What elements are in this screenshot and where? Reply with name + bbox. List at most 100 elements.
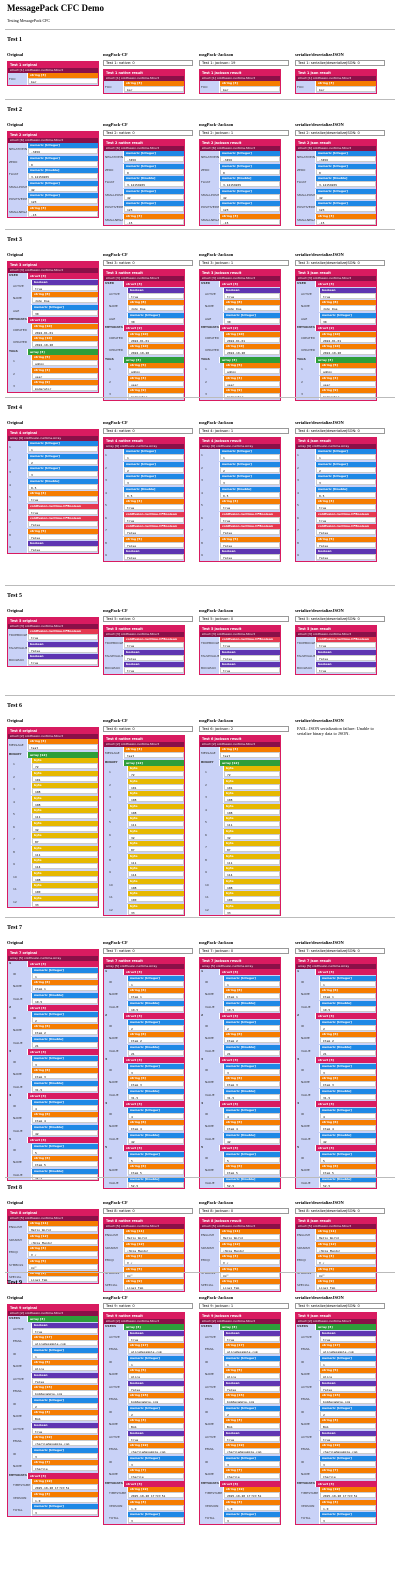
dump-value: 101 xyxy=(224,783,280,790)
dump-key: NAME xyxy=(108,1368,128,1380)
dump-type: numeric [Integer] xyxy=(224,1455,280,1461)
dump-key: POSITIVEINT xyxy=(200,201,220,213)
dump-key: 11 xyxy=(12,883,32,895)
column-header: serialize/deserializeJSON xyxy=(295,940,344,945)
dump-type: numeric [Integer] xyxy=(220,474,280,479)
section-heading: Test 3 xyxy=(7,237,22,243)
dump-type: numeric [Integer] xyxy=(128,1355,184,1361)
dump-key: EMOJI xyxy=(104,1254,124,1266)
dump-value: 5 xyxy=(320,1156,376,1163)
dump-type: array [12] xyxy=(220,759,280,766)
dump-value: John Doe xyxy=(320,305,376,311)
dump-title: Test 2 native result xyxy=(104,140,184,146)
dump-value: -3456 xyxy=(220,156,280,162)
dump-value: false xyxy=(316,529,376,535)
dump-key: ID xyxy=(300,1151,320,1164)
dump-value: 0.5 xyxy=(28,483,98,490)
dump-key: EMOJI xyxy=(8,1246,28,1258)
dump-key: ACTIVE xyxy=(108,287,128,300)
dump-key: SPECIAL xyxy=(8,1271,28,1283)
dump-type: struct [3] xyxy=(316,1101,376,1107)
dump-key: TAGS xyxy=(296,356,316,363)
dump-type: string [3] xyxy=(128,1499,184,1505)
dump-key: USERS xyxy=(200,1324,220,1330)
dump-type: array [12] xyxy=(28,751,98,758)
timing-field: Test 1: jackson: 19 xyxy=(199,60,289,66)
dump-value: John Doe xyxy=(32,297,98,303)
dump-type: string [5] xyxy=(28,1258,98,1264)
dump-key: VALUE xyxy=(300,1088,320,1101)
dump-value: Item 2 xyxy=(224,1037,280,1043)
dump-title: Test 5 json result xyxy=(296,626,376,632)
dump-type: string [4] xyxy=(128,375,184,381)
dump-value: true xyxy=(220,667,280,673)
dump-value: 2024-10-28 xyxy=(32,341,98,347)
dump-type: string [10] xyxy=(320,331,376,337)
dump-key: 3 xyxy=(204,791,224,803)
dump-key: 1 xyxy=(8,441,28,453)
dump-value: 1 xyxy=(320,1360,376,1367)
dump-value: 10.5 xyxy=(224,1005,280,1012)
dump-value: Item 2 xyxy=(320,1037,376,1043)
dump-key: METADATA xyxy=(296,325,316,331)
dump-value: 1 xyxy=(32,972,98,979)
dump-type: struct [2] xyxy=(28,317,98,323)
dump-key: NAME xyxy=(300,1076,320,1088)
dump-value: John Doe xyxy=(224,305,280,311)
dump-value: admin xyxy=(128,368,184,374)
dump-key: NAME xyxy=(108,1418,128,1430)
dump-value: 3 xyxy=(224,1068,280,1075)
dump-value: 3 xyxy=(320,1068,376,1075)
dump-key: 3 xyxy=(104,1057,124,1063)
dump-type: string [4] xyxy=(220,1254,280,1259)
column-header: msgPack-CF xyxy=(103,52,128,57)
dump-type: string [3] xyxy=(124,213,184,219)
dump-value: 108 xyxy=(128,808,184,815)
dump-key: ACTIVE xyxy=(108,1430,128,1443)
dump-type: string [5] xyxy=(28,528,98,534)
timing-field: Test 8: jackson: 0 xyxy=(199,1208,289,1214)
dump-type: numeric [Integer] xyxy=(32,1447,98,1453)
dump-key: VALUE xyxy=(300,1044,320,1057)
dump-value: 3 xyxy=(224,1460,280,1467)
dump-type: numeric [Integer] xyxy=(28,155,98,161)
dump-type: string [3] xyxy=(224,1499,280,1505)
dump-type: boolean xyxy=(320,1380,376,1386)
dump-key: ID xyxy=(12,1347,32,1360)
dump-key: SPECIAL xyxy=(200,1279,220,1291)
dump-value: 3 xyxy=(128,1460,184,1467)
dump-type: string [7] xyxy=(224,1468,280,1473)
dump-key: 5 xyxy=(204,816,224,828)
dump-key: ZERO xyxy=(296,163,316,176)
dump-type: numeric [Integer] xyxy=(124,201,184,206)
dump-type: numeric [Integer] xyxy=(32,1504,98,1509)
section-divider xyxy=(5,585,395,586)
dump-key: ID xyxy=(204,1405,224,1418)
dump-value: 33 xyxy=(32,900,98,907)
dump-type: boolean xyxy=(220,662,280,667)
dump-value: alice@example.com xyxy=(320,1348,376,1354)
column-header: Original xyxy=(7,122,24,127)
dump-key: 9 xyxy=(296,549,316,561)
dump-value: 42 xyxy=(316,193,376,200)
dump-value: 123 xyxy=(316,206,376,212)
dump-type: numeric [Integer] xyxy=(28,193,98,198)
dump-type: numeric [Double] xyxy=(320,1176,376,1182)
dump-value: 2025-10-28 17:53:51 xyxy=(224,1492,280,1498)
column-header: serialize/deserializeJSON xyxy=(295,52,344,57)
dump-key: ID xyxy=(108,1405,128,1418)
dump-root-type: struct [3] coldfusion.runtime.Struct xyxy=(296,276,376,281)
dump-value: 0.5 xyxy=(124,491,184,498)
dump-type: boolean xyxy=(128,1380,184,1386)
dump-key: 7 xyxy=(108,841,128,853)
dump-key: 10 xyxy=(108,878,128,891)
dump-key: ZERO xyxy=(104,163,124,176)
dump-key: 3 xyxy=(200,474,220,486)
column-header: serialize/deserializeJSON xyxy=(295,1200,344,1205)
dump-type: numeric [Double] xyxy=(224,1000,280,1006)
dump-key: TIMESTAMP xyxy=(12,1479,32,1491)
dump-type: numeric [Integer] xyxy=(220,151,280,156)
dump-value: 108 xyxy=(128,883,184,890)
dump-value: Item 3 xyxy=(320,1081,376,1087)
dump-type: numeric [Double] xyxy=(32,1124,98,1130)
